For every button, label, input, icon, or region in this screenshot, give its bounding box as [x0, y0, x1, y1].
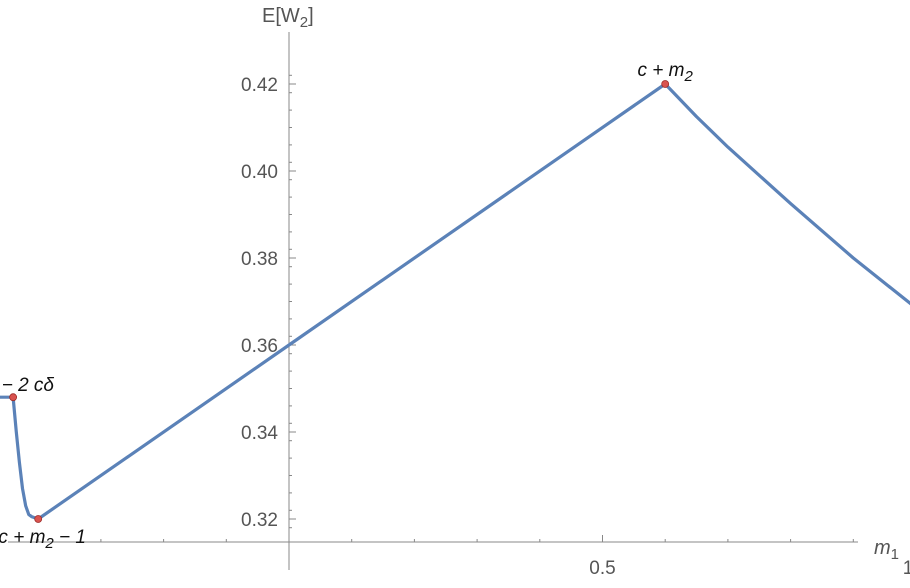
- y-tick-label: 0.32: [241, 510, 278, 531]
- y-tick-label: 0.38: [241, 249, 278, 270]
- x-tick-label: 0.5: [589, 558, 615, 579]
- y-tick-label: 0.34: [241, 423, 278, 444]
- key-points: m2 − 2 cδc + m2 − 1c + m22 (1 − c) δ + m…: [0, 60, 694, 552]
- y-axis-title: E[W2]: [262, 5, 314, 31]
- point-label: c + m2: [638, 60, 694, 85]
- key-point: [661, 80, 670, 88]
- y-tick-label: 0.42: [241, 75, 278, 96]
- x-ticks: −0.50.51.0: [589, 535, 910, 579]
- point-label: c + m2 − 1: [0, 527, 86, 552]
- y-ticks: 0.32 0.34 0.36 0.38 0.40 0.42: [241, 75, 296, 531]
- key-point: [34, 515, 43, 523]
- series-line: [0, 82, 910, 521]
- minor-ticks: [37, 74, 854, 542]
- x-axis-title: m1: [874, 537, 899, 563]
- y-tick-label: 0.40: [241, 162, 278, 183]
- point-label: m2 − 2 cδ: [0, 375, 54, 400]
- x-tick-label: 1.0: [903, 558, 910, 579]
- key-point: [9, 393, 18, 402]
- y-tick-label: 0.36: [241, 336, 278, 357]
